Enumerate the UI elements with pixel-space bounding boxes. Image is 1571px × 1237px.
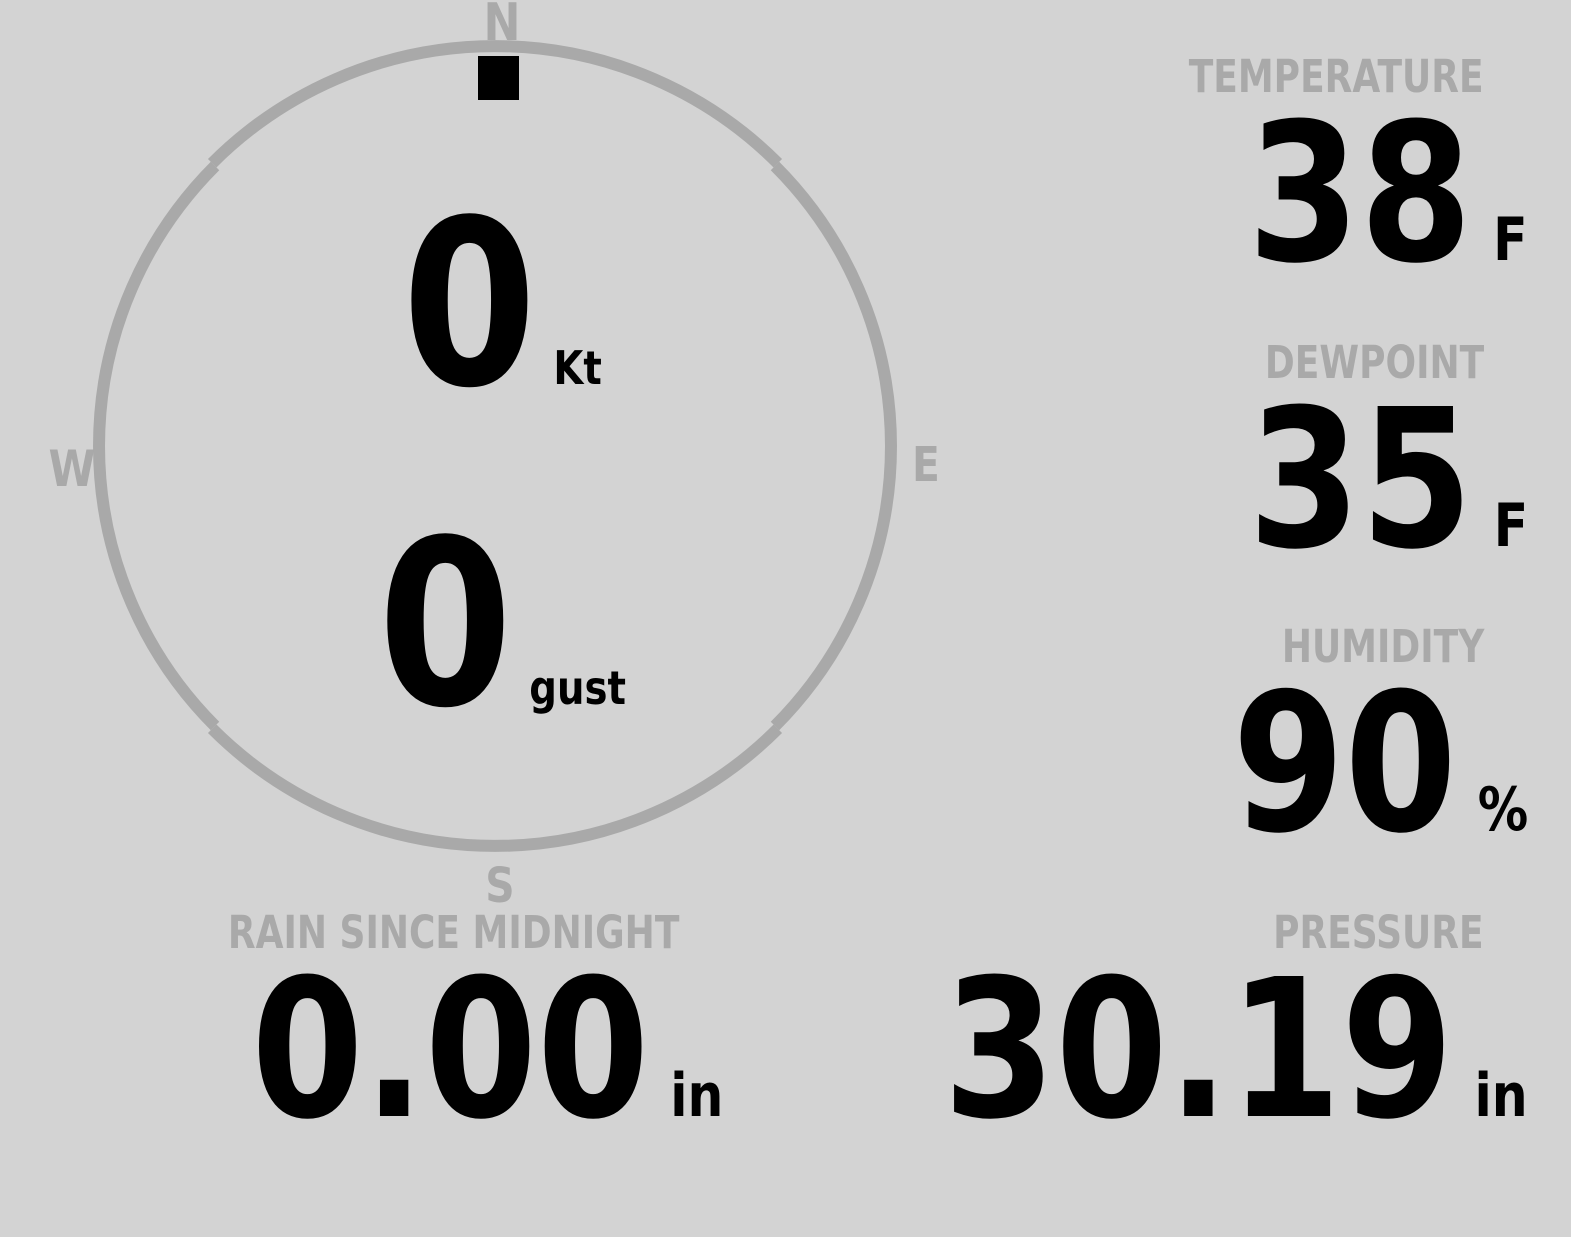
rain-unit: in [669,1061,723,1131]
temperature-value: 38 [1248,83,1473,306]
rain-stat: RAIN SINCE MIDNIGHT 0.00 in [104,906,724,1162]
compass-ring-arc-east [770,161,897,731]
dewpoint-value: 35 [1248,369,1473,592]
dewpoint-label: DEWPOINT [1264,336,1484,389]
rain-value: 0.00 [250,939,649,1162]
humidity-stat: HUMIDITY 90 % [1176,624,1528,861]
pressure-label: PRESSURE [1273,906,1484,959]
pressure-value: 30.19 [943,939,1454,1162]
dewpoint-stat: DEWPOINT 35 F [1195,340,1528,577]
temperature-stat: TEMPERATURE 38 F [1104,54,1528,291]
cardinal-west-label: W [48,440,96,498]
compass-ring-arc-south [207,724,783,852]
wind-speed-readout: 0 Kt [402,191,602,421]
dewpoint-unit: F [1493,491,1528,561]
humidity-label: HUMIDITY [1281,620,1484,673]
wind-speed-value: 0 [402,172,537,439]
wind-gust-readout: 0 gust [378,511,626,741]
compass-ring-arc-west [93,161,220,731]
humidity-value: 90 [1232,653,1457,876]
cardinal-north-label: N [483,0,521,53]
pressure-unit: in [1474,1061,1528,1131]
compass-ring-arc-north [207,40,783,168]
temperature-unit: F [1493,205,1528,275]
cardinal-south-label: S [485,858,515,914]
humidity-unit: % [1477,775,1528,845]
wind-gust-unit: gust [529,661,626,715]
temperature-label: TEMPERATURE [1189,50,1484,103]
wind-gust-value: 0 [378,492,513,759]
wind-direction-marker [478,56,519,100]
rain-label: RAIN SINCE MIDNIGHT [227,906,680,959]
pressure-stat: PRESSURE 30.19 in [832,910,1528,1147]
wind-speed-unit: Kt [553,341,602,395]
cardinal-east-label: E [912,437,940,493]
